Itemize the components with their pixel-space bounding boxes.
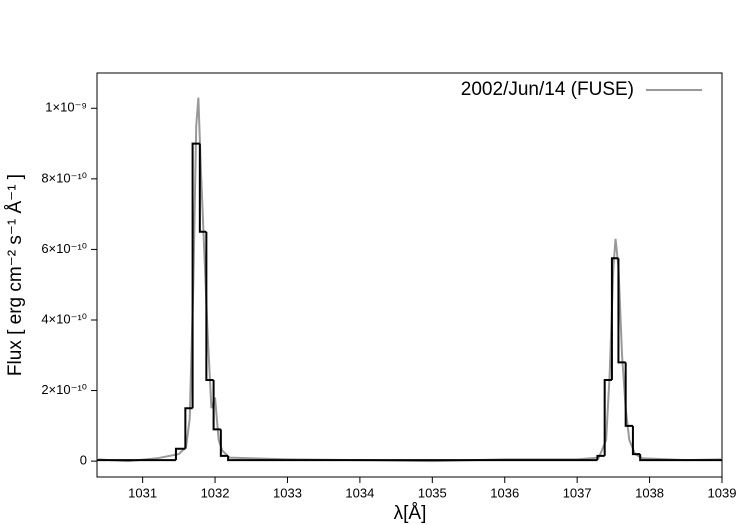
step — [603, 378, 612, 456]
x-tick-label: 1033 — [273, 485, 302, 500]
y-tick-label: 0 — [80, 453, 87, 468]
x-tick-label: 1031 — [128, 485, 157, 500]
step — [198, 143, 207, 233]
y-tick-label: 2×10⁻¹⁰ — [41, 382, 87, 397]
step — [174, 447, 186, 461]
x-tick-label: 1039 — [708, 485, 737, 500]
step — [624, 362, 633, 427]
y-tick-label: 4×10⁻¹⁰ — [41, 311, 87, 326]
step — [610, 257, 619, 380]
step — [617, 258, 626, 364]
y-axis-label: Flux [ erg cm⁻² s⁻¹ Å⁻¹ ] — [5, 174, 26, 376]
x-axis-label: λ[Å] — [394, 503, 427, 524]
step — [596, 454, 605, 461]
x-tick-label: 1036 — [490, 485, 519, 500]
step — [631, 425, 641, 456]
legend-label: 2002/Jun/14 (FUSE) — [461, 79, 634, 100]
step — [639, 454, 722, 462]
plot-frame — [96, 72, 723, 478]
step — [219, 429, 229, 457]
y-tick-label: 1×10⁻⁹ — [45, 100, 87, 115]
step — [184, 407, 193, 449]
step — [205, 231, 214, 381]
x-tick-label: 1037 — [563, 485, 592, 500]
step — [212, 379, 221, 431]
step — [227, 455, 598, 462]
y-tick-label: 8×10⁻¹⁰ — [41, 170, 87, 185]
step — [191, 142, 200, 409]
x-tick-label: 1038 — [635, 485, 664, 500]
x-tick-label: 1032 — [201, 485, 230, 500]
line — [96, 97, 723, 463]
x-tick-label: 1035 — [418, 485, 447, 500]
y-tick-label: 6×10⁻¹⁰ — [41, 241, 87, 256]
x-tick-label: 1034 — [345, 485, 374, 500]
